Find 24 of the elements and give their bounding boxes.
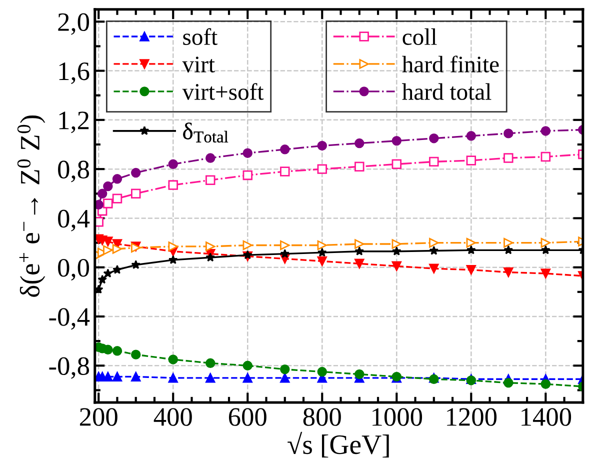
x-tick-label: 800: [303, 408, 341, 426]
y-tick-label: -0,4: [49, 308, 90, 330]
x-tick-label: 1000: [372, 408, 422, 426]
y-tick-label: 0,0: [58, 258, 90, 281]
y-tick-label: 0,4: [58, 210, 90, 232]
legend-label: virt+soft: [182, 83, 264, 100]
x-tick-label: 1400: [522, 408, 572, 426]
x-tick-label: 600: [228, 408, 266, 426]
y-tick-label: -0,8: [49, 357, 90, 379]
legend-label: coll: [402, 28, 437, 46]
x-tick-label: 400: [154, 408, 192, 426]
text: δ(e$^{+}$ e$^{−}$→ Z$^{0}$ Z$^{0}$): [17, 115, 46, 297]
legend-label: hard finite: [402, 56, 499, 72]
y-tick-label: 1,2: [59, 112, 89, 134]
y-tick-label: 1,6: [59, 62, 90, 84]
y-tick-label: 0,8: [58, 160, 90, 182]
x-tick-label: 1200: [447, 408, 497, 426]
x-axis-title: √s [GeV]: [288, 432, 389, 458]
legend-label: δ$_{Total}$: [183, 122, 228, 143]
legend-label: soft: [183, 28, 218, 46]
y-tick-label: 2,0: [58, 13, 90, 35]
x-tick-label: 200: [80, 408, 118, 426]
legend-label: hard total: [402, 83, 492, 100]
legend-label: virt: [182, 56, 215, 72]
